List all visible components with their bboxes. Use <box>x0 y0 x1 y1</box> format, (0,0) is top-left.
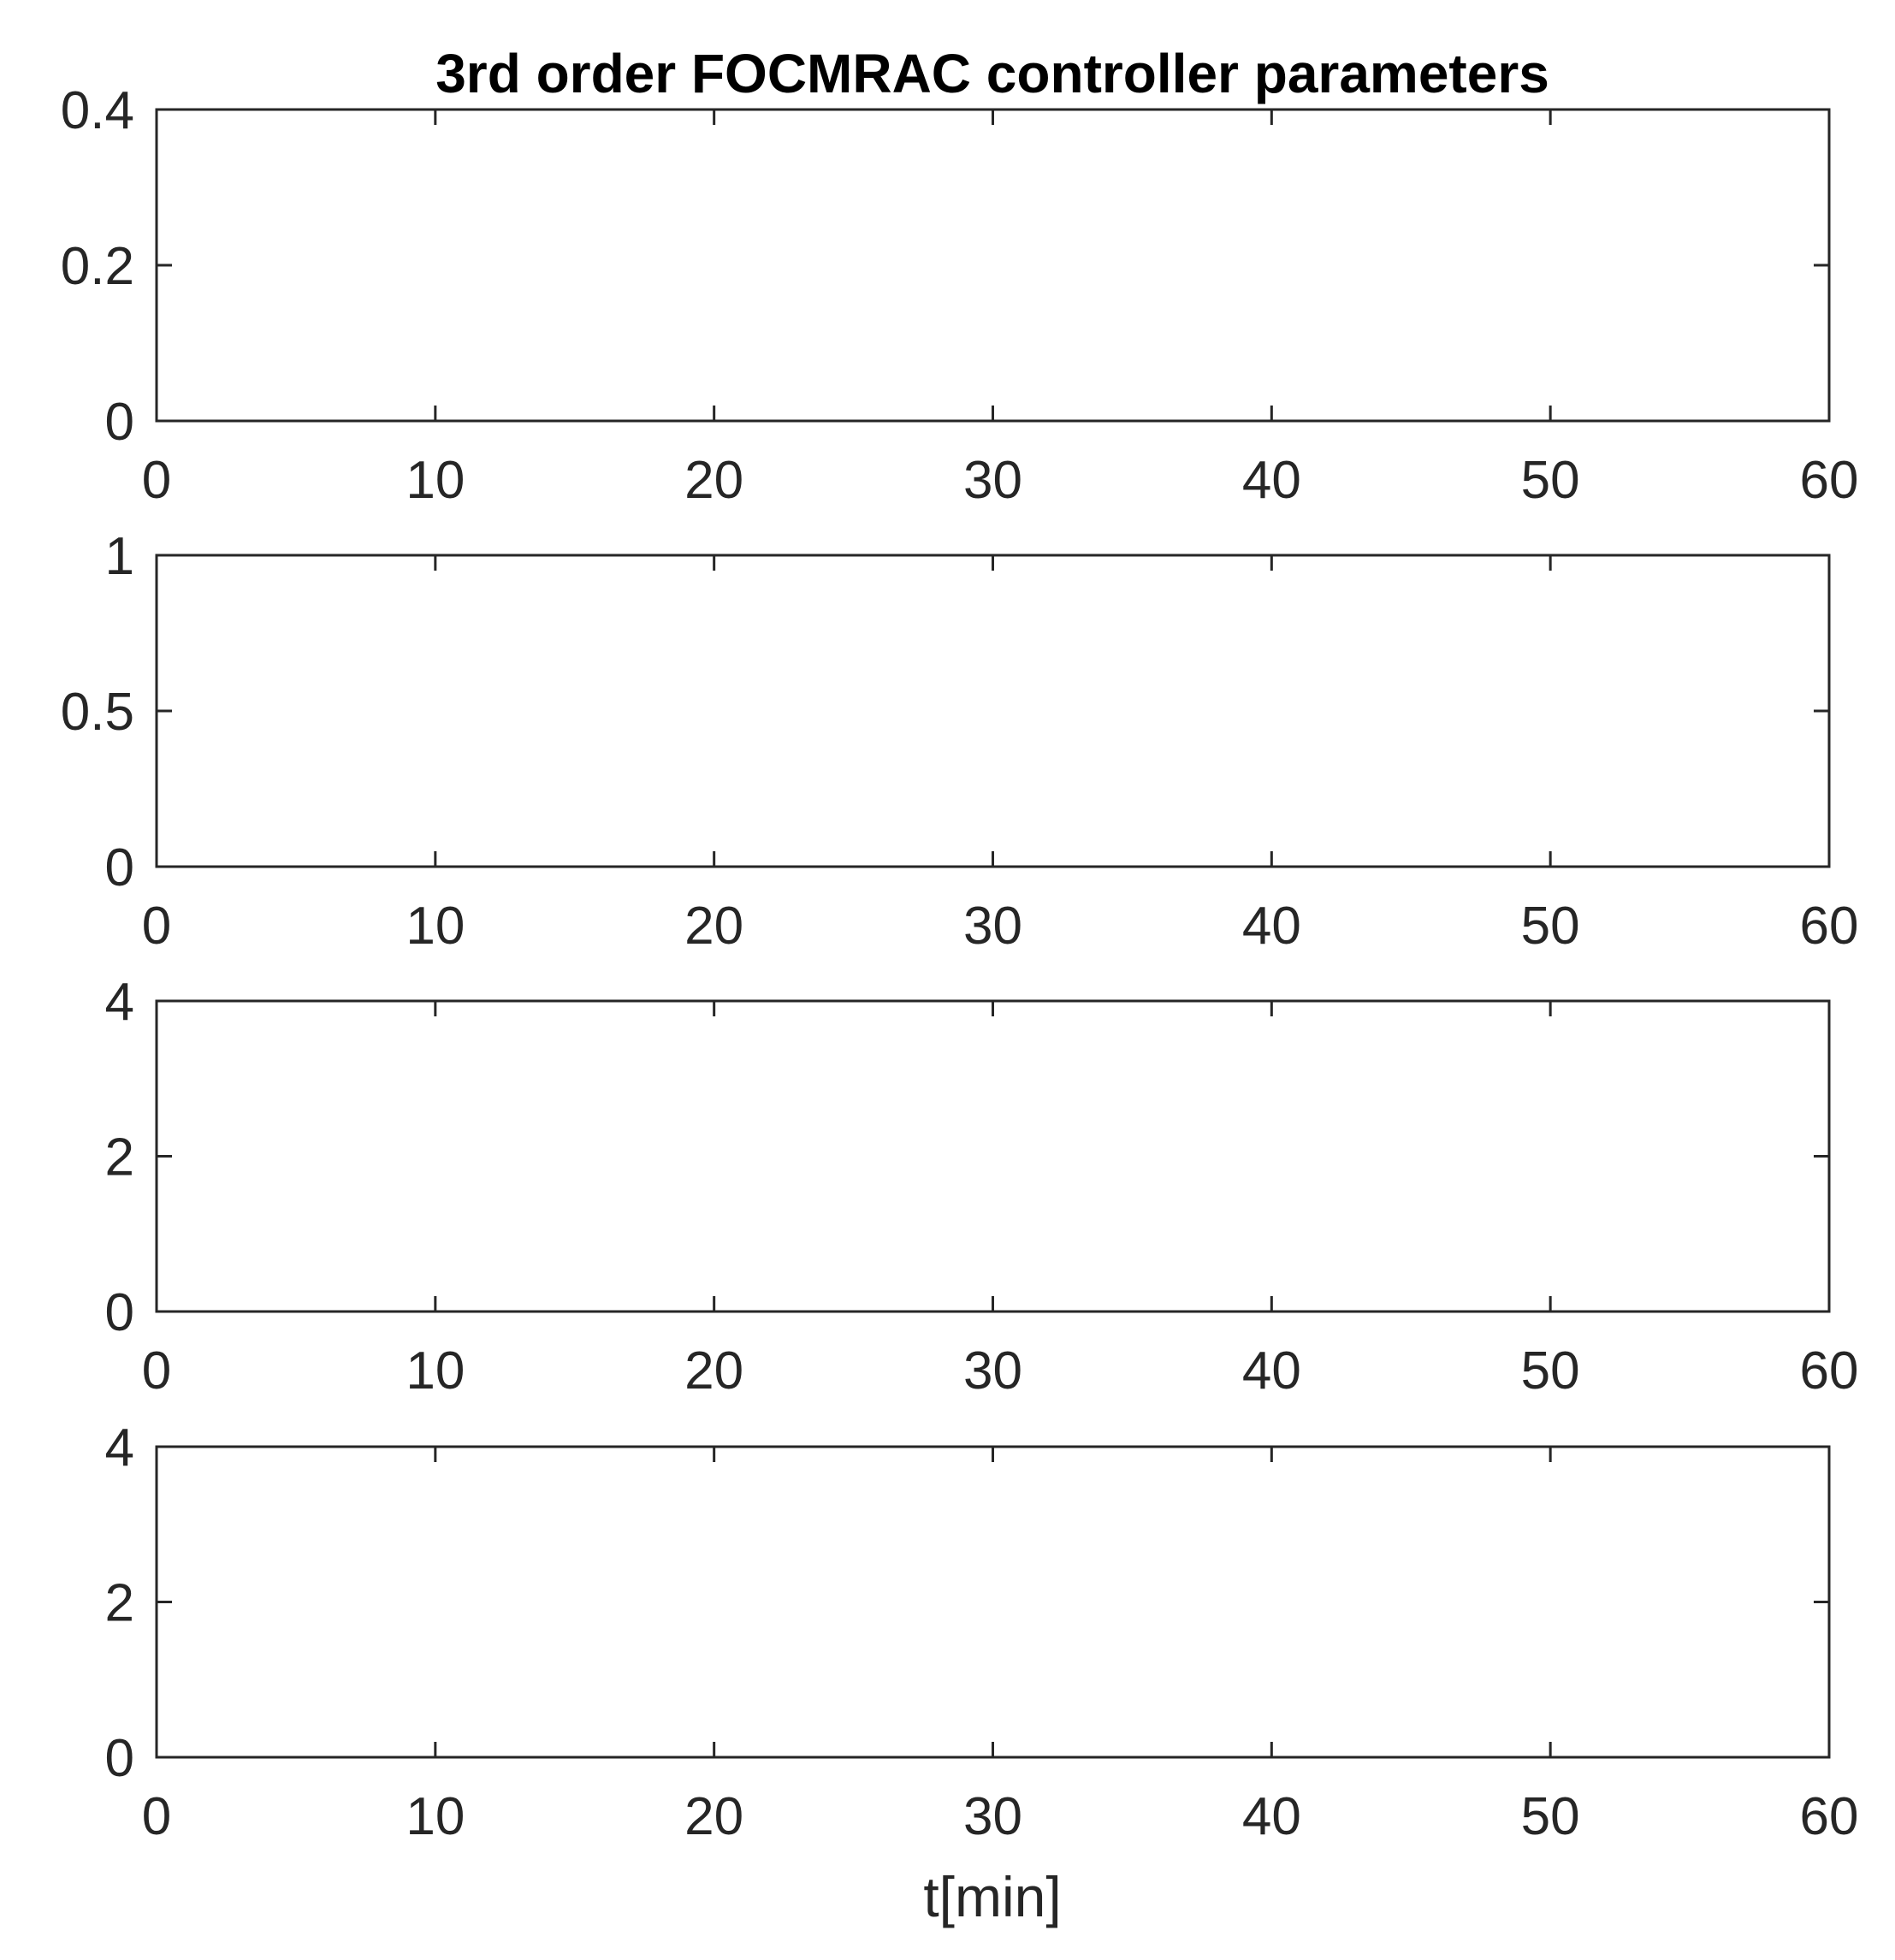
y-tick-label: 2 <box>105 1574 134 1633</box>
y-tick-label: 0.2 <box>61 237 134 296</box>
x-tick-label: 60 <box>1800 897 1859 956</box>
y-tick-label: 0.5 <box>61 683 134 742</box>
subplot-2: 0 10 20 30 40 50 60 0 0.5 1 <box>61 527 1859 956</box>
figure-title: 3rd order FOCMRAC controller parameters <box>435 43 1549 104</box>
subplot-1: 0 10 20 30 40 50 60 0 0.2 0.4 <box>61 81 1859 510</box>
x-tick-label: 60 <box>1800 1341 1859 1400</box>
x-tick-label: 40 <box>1242 897 1301 956</box>
x-tick-label: 0 <box>142 1787 171 1846</box>
axes-box <box>155 554 1831 868</box>
y-tick-label: 4 <box>105 973 134 1032</box>
x-tick-label: 30 <box>963 897 1022 956</box>
x-tick-label: 0 <box>142 897 171 956</box>
x-tick-label: 30 <box>963 1341 1022 1400</box>
x-tick-label: 50 <box>1521 1787 1580 1846</box>
subplot-4: 0 10 20 30 40 50 60 0 2 4 <box>105 1418 1859 1846</box>
x-tick-label: 20 <box>684 1787 743 1846</box>
x-tick-label: 0 <box>142 1341 171 1400</box>
x-tick-label: 20 <box>684 1341 743 1400</box>
axes-box <box>155 1445 1831 1759</box>
x-tick-label: 50 <box>1521 1341 1580 1400</box>
x-tick-label: 60 <box>1800 1787 1859 1846</box>
x-tick-label: 10 <box>406 897 465 956</box>
x-tick-label: 0 <box>142 451 171 510</box>
x-tick-label: 40 <box>1242 1787 1301 1846</box>
y-tick-label: 0 <box>105 838 134 897</box>
y-tick-label: 0 <box>105 1729 134 1788</box>
subplot-3: 0 10 20 30 40 50 60 0 2 4 <box>105 973 1859 1400</box>
y-tick-label: 1 <box>105 527 134 586</box>
x-tick-label: 60 <box>1800 451 1859 510</box>
x-tick-label: 20 <box>684 451 743 510</box>
x-tick-label: 50 <box>1521 897 1580 956</box>
y-tick-label: 4 <box>105 1418 134 1477</box>
y-tick-label: 0 <box>105 1283 134 1342</box>
x-tick-label: 30 <box>963 1787 1022 1846</box>
x-tick-label: 40 <box>1242 1341 1301 1400</box>
x-tick-label: 10 <box>406 451 465 510</box>
y-tick-label: 0.4 <box>61 81 134 140</box>
x-tick-label: 10 <box>406 1341 465 1400</box>
x-axis-label: t[min] <box>923 1865 1061 1928</box>
y-tick-label: 2 <box>105 1128 134 1187</box>
x-tick-label: 20 <box>684 897 743 956</box>
y-tick-label: 0 <box>105 393 134 452</box>
x-tick-label: 30 <box>963 451 1022 510</box>
x-tick-label: 10 <box>406 1787 465 1846</box>
axes-box <box>155 999 1831 1313</box>
axes-box <box>155 108 1831 423</box>
x-tick-label: 50 <box>1521 451 1580 510</box>
x-tick-label: 40 <box>1242 451 1301 510</box>
